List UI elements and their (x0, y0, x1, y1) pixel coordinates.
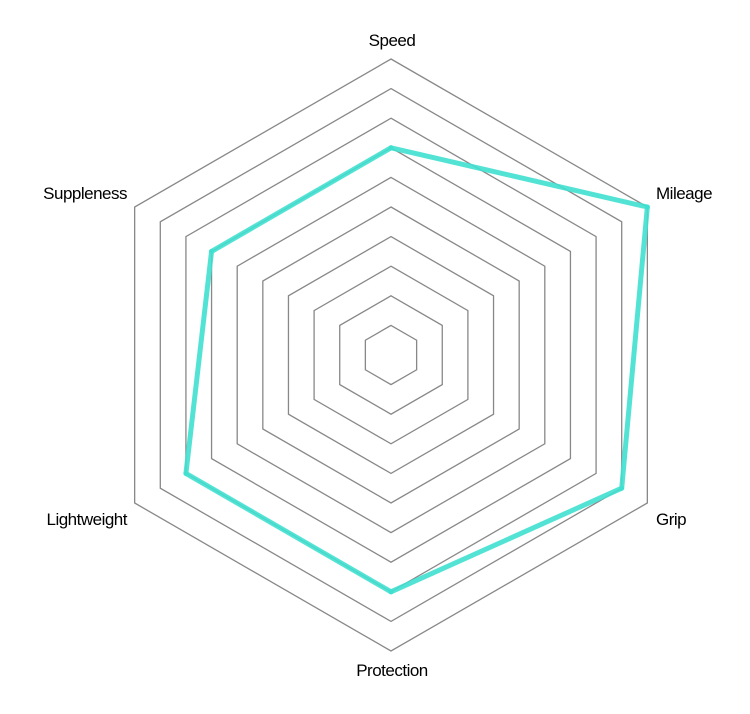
data-point-grip (619, 485, 625, 491)
axis-label-grip: Grip (656, 510, 686, 529)
grid-ring-6 (236, 176, 546, 534)
grid-ring-9 (159, 87, 623, 623)
axis-label-lightweight: Lightweight (46, 510, 127, 529)
radar-series (183, 145, 650, 595)
data-point-suppleness (209, 248, 215, 254)
grid-ring-4 (287, 235, 495, 475)
axis-label-protection: Protection (356, 661, 428, 680)
axis-label-speed: Speed (369, 31, 416, 50)
grid-ring-3 (313, 265, 469, 445)
axis-labels: Speed Mileage Grip Protection Lightweigh… (43, 31, 712, 680)
data-point-lightweight (183, 470, 189, 476)
grid-ring-7 (210, 147, 572, 563)
data-point-protection (388, 589, 394, 595)
grid-ring-5 (262, 206, 520, 504)
data-point-speed (388, 145, 394, 151)
axis-label-mileage: Mileage (656, 184, 712, 203)
data-point-mileage (644, 204, 650, 210)
grid-ring-8 (185, 117, 597, 593)
grid-ring-1 (364, 324, 418, 386)
axis-label-suppleness: Suppleness (43, 184, 127, 203)
grid-ring-2 (339, 295, 443, 415)
radar-grid (134, 58, 648, 652)
